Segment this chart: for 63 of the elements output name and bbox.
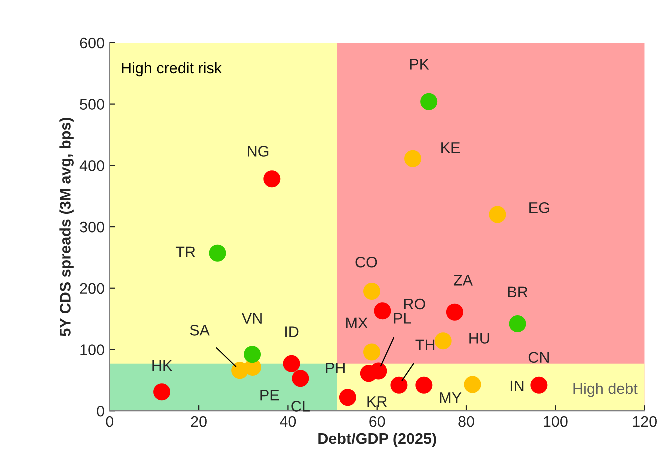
point	[292, 370, 310, 388]
band-label: High debt	[574, 382, 638, 398]
point	[464, 376, 482, 394]
point	[370, 362, 388, 380]
y-axis-title: 5Y CDS spreads (3M avg, bps)	[60, 118, 74, 336]
point	[509, 315, 526, 332]
point	[244, 346, 262, 364]
annotation: ID	[286, 326, 299, 338]
annotation: IN	[510, 380, 524, 392]
x-tick-label: 20	[191, 416, 207, 428]
point	[154, 384, 171, 401]
x-tick-label: 120	[633, 416, 657, 428]
annotation: SA	[190, 325, 210, 336]
x-tick-label: 60	[370, 416, 386, 428]
point	[390, 376, 408, 394]
annotation: NG	[248, 146, 269, 157]
x-tick-label: 80	[458, 416, 474, 428]
annotation: TH	[416, 340, 435, 350]
point	[530, 376, 548, 394]
point	[446, 304, 464, 321]
y-tick-label: 0	[97, 406, 104, 417]
annotation: TR	[176, 246, 196, 258]
y-tick-label: 400	[80, 160, 104, 172]
point	[489, 206, 506, 224]
annotation: EG	[530, 202, 550, 214]
y-tick-label: 600	[80, 38, 104, 49]
point	[404, 150, 422, 168]
annotation: PH	[326, 362, 345, 374]
annotation: PK	[410, 59, 430, 70]
x-tick-label: 0	[106, 416, 114, 428]
band-label: High credit risk	[122, 62, 222, 77]
point	[264, 170, 281, 188]
y-tick-label: 300	[80, 222, 104, 233]
point	[374, 302, 392, 320]
annotation: KE	[442, 142, 460, 154]
annotation: KR	[368, 396, 388, 408]
point	[416, 376, 433, 394]
y-tick-label: 500	[80, 99, 104, 110]
annotation: MX	[346, 318, 368, 328]
point	[339, 389, 356, 406]
annotation: CN	[528, 352, 549, 364]
annotation: BR	[508, 286, 528, 298]
point	[364, 344, 381, 361]
annotation: HU	[470, 333, 490, 344]
annotation: HK	[152, 360, 172, 372]
point	[283, 355, 300, 372]
point	[364, 282, 381, 300]
annotation: MY	[440, 392, 462, 404]
point	[209, 244, 226, 262]
y-tick-label: 100	[80, 344, 104, 356]
x-tick-label: 100	[544, 416, 568, 428]
annotation: PE	[260, 390, 280, 401]
y-tick-label: 200	[80, 283, 104, 294]
x-axis-title: Debt/GDP (2025)	[318, 432, 436, 448]
annotation: RO	[404, 298, 426, 310]
annotation: CO	[356, 256, 378, 268]
annotation: VN	[242, 313, 262, 324]
point	[434, 332, 452, 350]
x-tick-label: 40	[280, 416, 296, 428]
annotation: ZA	[454, 275, 473, 286]
annotation: CL	[292, 401, 310, 412]
point	[420, 93, 438, 110]
annotation: PL	[394, 313, 412, 324]
